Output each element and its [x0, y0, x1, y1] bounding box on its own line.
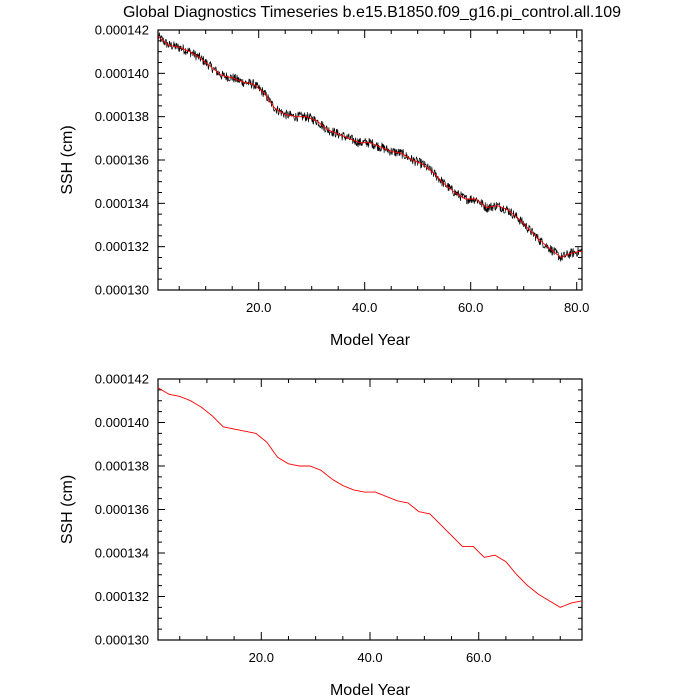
y-tick-label: 0.000132: [95, 239, 149, 254]
x-tick-label: 80.0: [564, 300, 589, 315]
x-tick-label: 60.0: [458, 300, 483, 315]
y-tick-label: 0.000136: [95, 502, 149, 517]
y-axis-label: SSH (cm): [59, 125, 76, 194]
x-tick-label: 40.0: [357, 650, 382, 665]
top-panel: 0.000142 0.000140 0.000138 0.000136 0.000134…: [59, 23, 589, 350]
y-tick-label: 0.000140: [95, 66, 149, 81]
y-tick-label: 0.000130: [95, 283, 149, 298]
y-tick-label: 0.000134: [95, 196, 149, 211]
x-axis-label: Model Year: [330, 682, 411, 699]
x-tick-label: 20.0: [246, 300, 271, 315]
y-tick-label: 0.000140: [95, 415, 149, 430]
figure-title: Global Diagnostics Timeseries b.e15.B185…: [123, 4, 621, 21]
y-tick-label: 0.000134: [95, 546, 149, 561]
y-tick-label: 0.000142: [95, 372, 149, 387]
x-tick-label: 60.0: [466, 650, 491, 665]
raw-series-line: [157, 32, 583, 262]
x-tick-label: 40.0: [352, 300, 377, 315]
y-axis-label: SSH (cm): [59, 475, 76, 544]
x-axis-label: Model Year: [330, 332, 411, 349]
y-tick-label: 0.000138: [95, 109, 149, 124]
bottom-panel: 0.000142 0.000140 0.000138 0.000136 0.000134…: [59, 372, 583, 699]
smoothed-series-line: [157, 36, 583, 258]
y-tick-label: 0.000142: [95, 23, 149, 38]
y-tick-label: 0.000138: [95, 459, 149, 474]
smoothed-series-line: [157, 387, 583, 608]
y-tick-label: 0.000130: [95, 633, 149, 648]
y-tick-label: 0.000132: [95, 589, 149, 604]
y-tick-label: 0.000136: [95, 153, 149, 168]
x-tick-label: 20.0: [249, 650, 274, 665]
